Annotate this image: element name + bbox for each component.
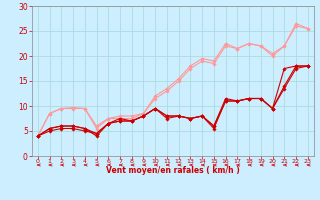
X-axis label: Vent moyen/en rafales ( km/h ): Vent moyen/en rafales ( km/h ) [106, 166, 240, 175]
